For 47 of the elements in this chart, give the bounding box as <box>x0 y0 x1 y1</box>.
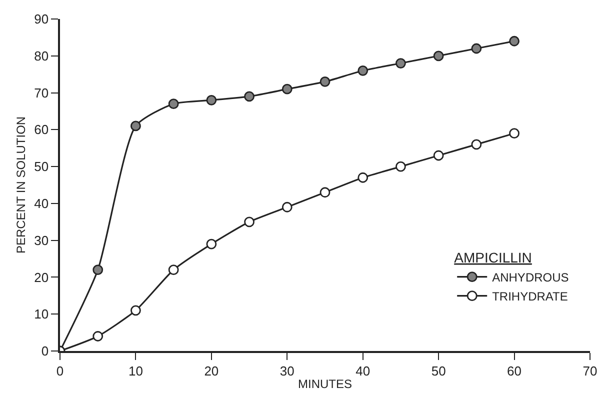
y-tick-label: 60 <box>34 122 49 138</box>
x-axis-title: MINUTES <box>298 376 352 391</box>
point <box>396 58 406 68</box>
y-tick-label: 0 <box>41 344 49 359</box>
y-tick-label: 10 <box>34 306 49 322</box>
y-tick-label: 50 <box>34 159 49 174</box>
y-tick-label: 30 <box>34 232 49 248</box>
point <box>168 98 179 110</box>
x-tick-label: 30 <box>280 363 294 378</box>
y-tick-label: 70 <box>34 85 49 100</box>
point <box>509 128 520 139</box>
point <box>358 65 368 76</box>
point <box>130 120 141 132</box>
y-axis-title: PERCENT IN SOLUTION <box>14 116 28 254</box>
x-tick-label: 0 <box>56 363 64 378</box>
point <box>433 150 444 161</box>
point <box>206 94 217 106</box>
point <box>130 305 141 316</box>
point <box>244 91 254 102</box>
point <box>320 76 330 87</box>
point <box>244 216 254 228</box>
y-tick-label: 80 <box>34 48 49 64</box>
point <box>509 36 520 46</box>
point <box>206 238 217 250</box>
point <box>471 43 482 54</box>
point <box>396 161 406 172</box>
point <box>358 172 368 183</box>
x-tick-label: 60 <box>507 363 522 378</box>
point <box>282 84 292 94</box>
legend-title: AMPICILLIN <box>454 249 532 266</box>
y-tick-label: 90 <box>34 12 49 27</box>
point <box>320 187 330 198</box>
point <box>433 50 444 62</box>
y-tick-label: 20 <box>34 270 49 285</box>
x-tick-label: 50 <box>431 363 446 378</box>
point <box>168 264 179 276</box>
y-tick-label: 40 <box>34 196 49 211</box>
x-tick-label: 70 <box>582 363 598 378</box>
x-tick-label: 40 <box>356 363 370 378</box>
point <box>282 202 292 212</box>
point <box>92 264 104 276</box>
legend-label: ANHYDROUS <box>492 270 569 285</box>
point <box>92 331 104 342</box>
point <box>471 139 482 150</box>
x-tick-label: 20 <box>204 363 219 378</box>
x-tick-label: 10 <box>128 363 143 378</box>
legend-label: TRIHYDRATE <box>492 290 568 304</box>
